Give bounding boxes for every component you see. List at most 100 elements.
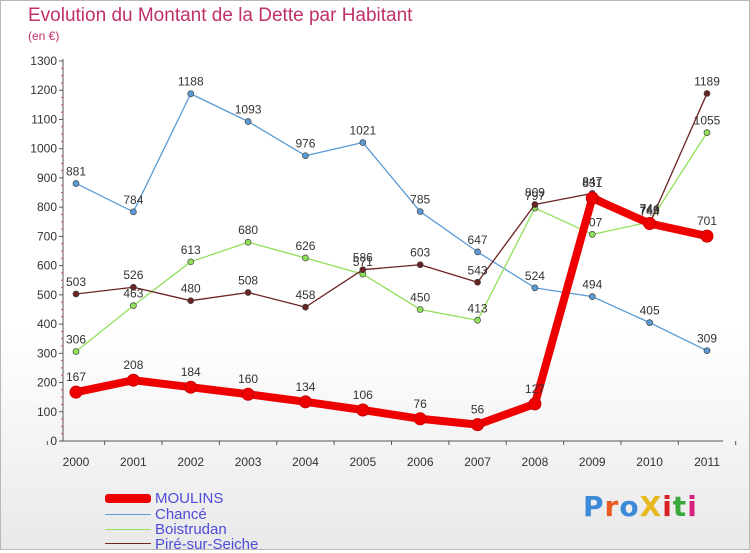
data-point xyxy=(302,152,309,160)
data-point xyxy=(643,217,657,231)
chart-title: Evolution du Montant de la Dette par Hab… xyxy=(28,5,413,26)
data-point xyxy=(531,284,539,292)
data-point xyxy=(126,373,140,387)
data-point xyxy=(471,418,485,432)
x-tick-label: 2011 xyxy=(694,455,720,469)
data-label: 1021 xyxy=(349,124,376,138)
y-tick-label: 600 xyxy=(37,259,57,273)
x-tick-label: 2010 xyxy=(636,455,663,469)
data-label: 480 xyxy=(181,282,201,296)
data-label: 749 xyxy=(640,203,660,217)
data-label: 571 xyxy=(353,255,373,269)
data-label: 881 xyxy=(66,164,86,178)
y-tick-label: 400 xyxy=(37,317,57,331)
y-tick-label: 300 xyxy=(37,346,57,360)
data-point xyxy=(416,261,424,269)
data-label: 306 xyxy=(66,333,86,347)
data-point xyxy=(646,319,653,326)
data-point xyxy=(298,395,312,409)
data-point xyxy=(359,266,367,274)
x-tick-label: 2003 xyxy=(235,455,262,469)
data-label: 831 xyxy=(582,176,602,190)
data-point xyxy=(703,347,711,355)
data-label: 586 xyxy=(353,251,373,265)
data-point xyxy=(474,278,481,286)
data-point xyxy=(184,380,198,394)
data-label: 458 xyxy=(295,288,315,302)
y-tick-label: 1000 xyxy=(30,142,57,156)
proxiti-logo: ProXiti xyxy=(583,490,698,523)
data-label: 160 xyxy=(238,372,258,386)
data-label: 809 xyxy=(525,186,545,200)
legend-swatch xyxy=(105,494,151,503)
y-tick-label: 0 xyxy=(50,434,57,448)
data-label: 106 xyxy=(353,388,373,402)
data-label: 167 xyxy=(66,370,86,384)
data-point xyxy=(474,248,481,256)
data-label: 543 xyxy=(468,263,488,277)
data-label: 405 xyxy=(640,304,660,318)
data-label: 797 xyxy=(525,189,545,203)
series-pir-sur-seiche: 503 526 480 508 458 586 603 543 809 847 744 1189 xyxy=(66,74,720,311)
data-point xyxy=(244,289,252,296)
data-point xyxy=(187,297,195,305)
data-label: 309 xyxy=(697,332,717,346)
data-label: 647 xyxy=(468,233,488,247)
data-label: 494 xyxy=(582,278,602,292)
data-label: 413 xyxy=(468,301,488,315)
x-tick-label: 2002 xyxy=(177,455,204,469)
data-point xyxy=(585,191,599,205)
data-label: 680 xyxy=(238,223,258,237)
y-tick-label: 900 xyxy=(37,171,57,185)
x-tick-label: 2001 xyxy=(120,455,147,469)
series-line xyxy=(75,93,708,352)
y-tick-label: 1100 xyxy=(31,112,57,126)
data-label: 526 xyxy=(123,268,143,282)
data-point xyxy=(416,208,424,215)
data-point xyxy=(69,385,83,399)
y-tick-label: 700 xyxy=(37,229,57,243)
data-point xyxy=(700,229,714,243)
data-point xyxy=(130,283,137,291)
data-label: 603 xyxy=(410,246,430,260)
legend-label: Boistrudan xyxy=(155,521,227,538)
data-point xyxy=(359,139,367,146)
data-point xyxy=(474,316,481,324)
data-point xyxy=(244,118,252,125)
legend-label: Chancé xyxy=(155,506,207,523)
x-tick-label: 2006 xyxy=(407,455,434,469)
chart-unit-label: (en €) xyxy=(28,29,60,43)
data-point xyxy=(72,290,80,298)
data-label: 744 xyxy=(640,205,660,219)
series-line xyxy=(75,92,708,308)
series-chanc-: 881 784 1188 1093 976 1021 785 647 524 494 405 309 xyxy=(66,75,717,355)
data-label: 1188 xyxy=(178,75,204,89)
x-tick-label: 2007 xyxy=(464,455,491,469)
data-point xyxy=(244,238,252,246)
data-point xyxy=(588,293,596,300)
data-label: 134 xyxy=(295,380,315,394)
data-point xyxy=(130,208,137,216)
data-point xyxy=(703,90,711,97)
x-tick-label: 2009 xyxy=(579,455,606,469)
data-label: 127 xyxy=(525,382,545,396)
legend-label: Piré-sur-Seiche xyxy=(155,536,259,553)
data-label: 184 xyxy=(181,365,201,379)
data-point xyxy=(130,302,137,310)
data-point xyxy=(416,306,424,313)
data-label: 1189 xyxy=(694,74,720,88)
data-label: 785 xyxy=(410,193,430,207)
series-line xyxy=(75,131,708,353)
x-tick-label: 2004 xyxy=(292,455,319,469)
y-tick-label: 100 xyxy=(37,405,57,419)
data-point xyxy=(302,254,309,262)
legend-swatch xyxy=(105,529,151,530)
legend-swatch xyxy=(105,543,151,544)
series-line xyxy=(72,194,711,429)
x-tick-label: 2005 xyxy=(349,455,376,469)
data-point xyxy=(356,403,370,417)
legend-swatch xyxy=(105,514,151,515)
data-label: 450 xyxy=(410,290,430,304)
